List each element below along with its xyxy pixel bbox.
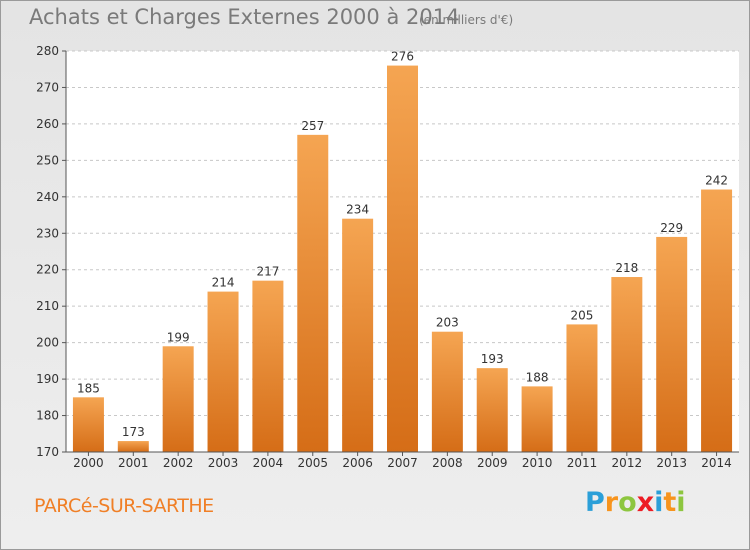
y-tick-label: 240 bbox=[36, 190, 59, 204]
x-tick-label: 2013 bbox=[656, 456, 687, 470]
data-label: 173 bbox=[122, 425, 145, 439]
logo-letter: r bbox=[604, 487, 619, 518]
bar bbox=[297, 134, 329, 452]
bar bbox=[72, 397, 104, 452]
x-tick-label: 2009 bbox=[477, 456, 508, 470]
bar bbox=[566, 324, 598, 452]
data-label: 205 bbox=[571, 308, 594, 322]
x-tick-label: 2011 bbox=[567, 456, 598, 470]
bar bbox=[521, 386, 553, 452]
y-tick-label: 190 bbox=[36, 372, 59, 386]
bars: 185 173 199 214 217 257 234 276 203 193 188 205 218 2… bbox=[72, 50, 733, 452]
x-tick-label: 2004 bbox=[253, 456, 284, 470]
x-tick-label: 2002 bbox=[163, 456, 194, 470]
bar bbox=[252, 280, 284, 452]
data-label: 188 bbox=[526, 370, 549, 384]
logo-letter: P bbox=[585, 487, 605, 518]
data-label: 193 bbox=[481, 352, 504, 366]
bar bbox=[162, 346, 194, 452]
proxiti-logo[interactable]: Proxiti bbox=[585, 487, 686, 518]
data-label: 185 bbox=[77, 381, 100, 395]
bar bbox=[342, 218, 374, 452]
x-axis-ticks: 2000 2001 2002 2003 2004 2005 2006 2007 2008 2009… bbox=[73, 452, 732, 470]
x-tick-label: 2005 bbox=[297, 456, 328, 470]
x-tick-label: 2010 bbox=[522, 456, 553, 470]
x-tick-label: 2006 bbox=[342, 456, 373, 470]
bar bbox=[656, 236, 688, 452]
x-tick-label: 2012 bbox=[612, 456, 643, 470]
y-tick-label: 280 bbox=[36, 44, 59, 58]
chart-unit: (en milliers d'€) bbox=[419, 13, 514, 27]
logo-letter: i bbox=[654, 487, 664, 518]
bar bbox=[387, 65, 418, 452]
data-label: 257 bbox=[301, 119, 324, 133]
bar bbox=[701, 189, 733, 452]
y-tick-label: 170 bbox=[36, 445, 59, 459]
town-name: PARCé-SUR-SARTHE bbox=[34, 495, 214, 517]
y-tick-label: 220 bbox=[36, 263, 59, 277]
data-label: 218 bbox=[615, 261, 638, 275]
logo-letter: x bbox=[636, 487, 655, 518]
logo-letter: o bbox=[618, 487, 637, 518]
y-axis-ticks: 170 180 190 200 210 220 230 240 250 260 270 280 bbox=[36, 44, 66, 459]
y-tick-label: 260 bbox=[36, 117, 59, 131]
bar bbox=[207, 291, 239, 452]
x-tick-label: 2008 bbox=[432, 456, 463, 470]
data-label: 229 bbox=[660, 221, 683, 235]
x-tick-label: 2007 bbox=[387, 456, 418, 470]
y-tick-label: 250 bbox=[36, 153, 59, 167]
logo-letter: i bbox=[676, 487, 686, 518]
data-label: 276 bbox=[391, 50, 414, 64]
x-tick-label: 2000 bbox=[73, 456, 104, 470]
chart-title: Achats et Charges Externes 2000 à 2014 bbox=[29, 5, 460, 29]
x-tick-label: 2003 bbox=[208, 456, 239, 470]
bar bbox=[117, 441, 149, 452]
logo-letter: t bbox=[663, 487, 677, 518]
data-label: 203 bbox=[436, 316, 459, 330]
y-tick-label: 230 bbox=[36, 226, 59, 240]
y-tick-label: 270 bbox=[36, 80, 59, 94]
y-tick-label: 180 bbox=[36, 409, 59, 423]
bar bbox=[611, 277, 643, 452]
data-label: 242 bbox=[705, 174, 728, 188]
bar bbox=[431, 331, 463, 452]
bar bbox=[476, 368, 508, 452]
y-tick-label: 200 bbox=[36, 336, 59, 350]
x-tick-label: 2014 bbox=[701, 456, 732, 470]
data-label: 199 bbox=[167, 330, 190, 344]
x-tick-label: 2001 bbox=[118, 456, 149, 470]
y-tick-label: 210 bbox=[36, 299, 59, 313]
data-label: 234 bbox=[346, 203, 369, 217]
data-label: 217 bbox=[256, 265, 279, 279]
data-label: 214 bbox=[212, 276, 235, 290]
